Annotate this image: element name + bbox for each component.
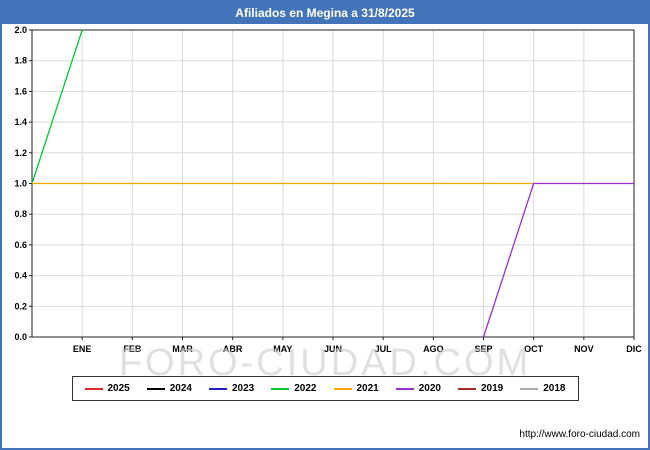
legend-label: 2025 (107, 383, 130, 394)
legend-item-2025: 2025 (84, 383, 130, 394)
legend-label: 2022 (294, 383, 317, 394)
x-tick-label: FEB (123, 344, 142, 354)
legend-swatch-2023 (209, 387, 227, 390)
y-tick-label: 0.8 (14, 209, 27, 219)
y-tick-label: 0.4 (14, 271, 27, 281)
legend-swatch-2021 (333, 387, 352, 390)
legend-swatch-2019 (458, 387, 476, 390)
chart-area: 0.0 0.2 0.4 0.6 0.8 1.0 1.2 1.4 1.6 1.8 2.0 ENE FEB M… (2, 24, 648, 384)
legend-swatch-2020 (395, 387, 414, 390)
legend-label: 2020 (418, 383, 441, 394)
y-tick-label: 0.2 (14, 301, 27, 311)
x-tick-label: DIC (626, 344, 642, 354)
legend-item-2022: 2022 (271, 383, 317, 394)
legend-item-2020: 2020 (395, 383, 441, 394)
x-tick-label: SEP (474, 344, 492, 354)
y-tick-label: 1.8 (14, 56, 27, 66)
legend-label: 2018 (543, 383, 566, 394)
legend-label: 2021 (356, 383, 379, 394)
y-tick-label: 0.6 (14, 240, 27, 250)
x-tick-label: NOV (574, 344, 594, 354)
legend-item-2019: 2019 (458, 383, 503, 394)
x-tick-label: AGO (423, 344, 444, 354)
x-tick-label: OCT (524, 344, 544, 354)
x-tick-label: ENE (73, 344, 92, 354)
x-tick-label: MAY (273, 344, 292, 354)
legend-swatch-2022 (271, 387, 290, 390)
legend-label: 2023 (232, 383, 255, 394)
legend-swatch-2018 (520, 387, 539, 390)
series-line-2022 (31, 29, 83, 184)
footer-url-link[interactable]: http://www.foro-ciudad.com (519, 429, 640, 440)
y-tick-label: 2.0 (14, 25, 27, 35)
x-tick-label: JUN (324, 344, 342, 354)
y-tick-label: 0.0 (14, 332, 27, 342)
x-tick-label: ABR (223, 344, 243, 354)
series-line-2020 (482, 182, 634, 338)
y-tick-label: 1.6 (14, 86, 27, 96)
legend-swatch-2024 (146, 387, 165, 390)
legend-item-2023: 2023 (209, 383, 254, 394)
legend-label: 2019 (481, 383, 504, 394)
legend-swatch-2025 (84, 387, 103, 390)
legend-item-2021: 2021 (333, 383, 379, 394)
y-tick-label: 1.4 (14, 117, 27, 127)
chart-legend: 2025 2024 2023 2022 2021 2020 2019 2018 (71, 376, 579, 401)
legend-label: 2024 (169, 383, 192, 394)
chart-title: Afiliados en Megina a 31/8/2025 (2, 2, 648, 24)
y-tick-label: 1.0 (14, 179, 27, 189)
x-tick-label: JUL (375, 344, 393, 354)
legend-item-2024: 2024 (146, 383, 192, 394)
afiliados-line-chart: 0.0 0.2 0.4 0.6 0.8 1.0 1.2 1.4 1.6 1.8 2.0 ENE FEB M… (14, 25, 642, 354)
legend-item-2018: 2018 (520, 383, 566, 394)
y-tick-label: 1.2 (14, 148, 27, 158)
x-tick-label: MAR (172, 344, 193, 354)
